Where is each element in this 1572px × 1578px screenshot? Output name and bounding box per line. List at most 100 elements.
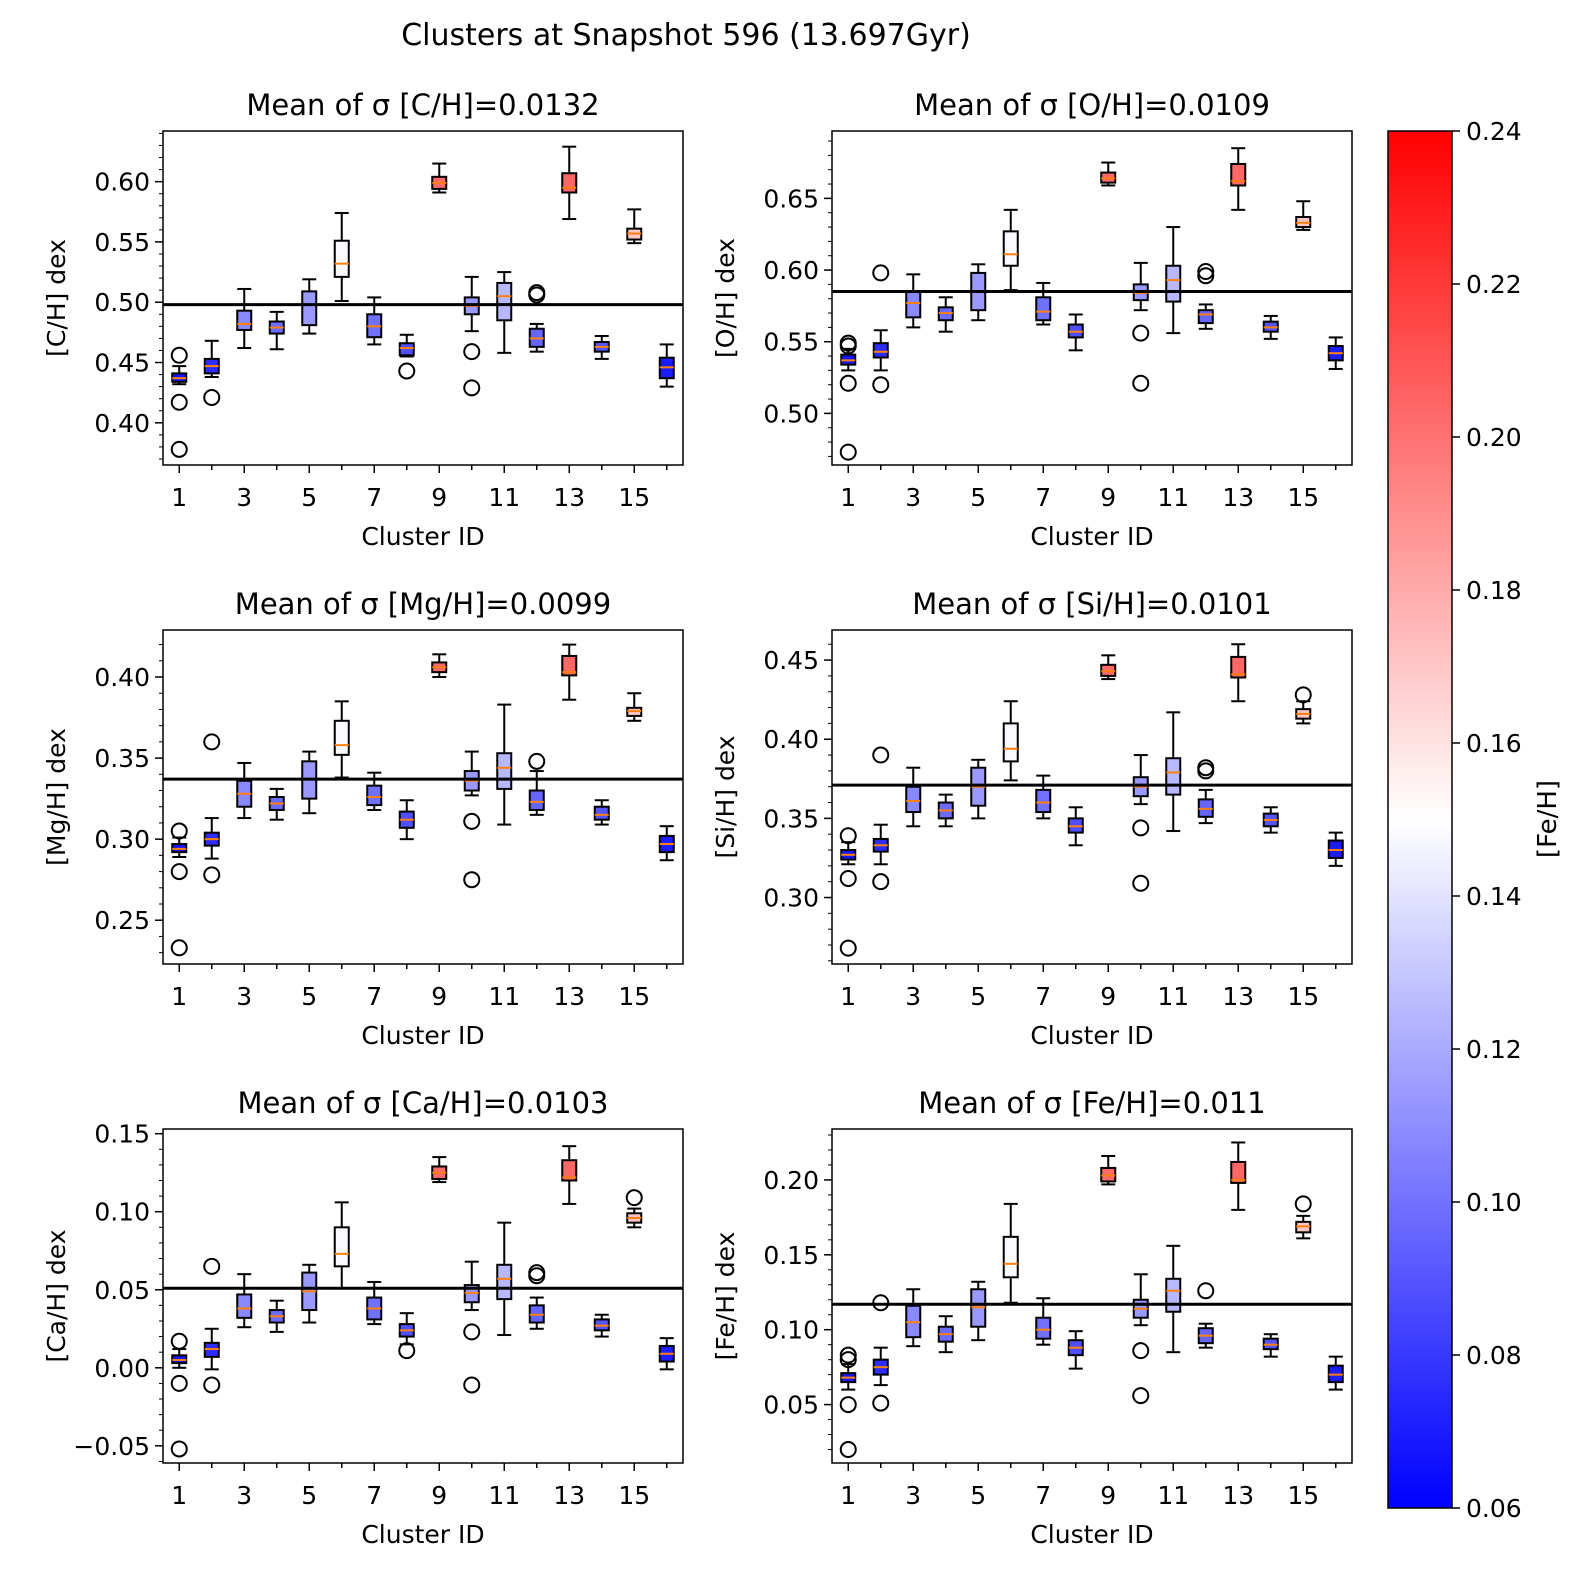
box-cluster-11	[1165, 711, 1182, 833]
box-body	[398, 342, 415, 357]
box-cluster-7	[366, 296, 383, 346]
chart-panel-5: Mean of σ [Ca/H]=0.0103 Cluster ID [Ca/H] …	[42, 1086, 684, 1549]
box-cluster-4	[937, 296, 954, 333]
box-cluster-9	[1100, 1154, 1117, 1186]
panels: Mean of σ [C/H]=0.0132 Cluster ID [C/H] de…	[42, 88, 1353, 1549]
box-cluster-6	[1002, 1202, 1019, 1304]
y-tick-label: 0.45	[94, 349, 150, 378]
box-cluster-11	[1165, 226, 1182, 335]
outlier-point	[203, 388, 221, 406]
y-tick-label: 0.45	[763, 646, 819, 675]
box-cluster-16	[1327, 831, 1344, 867]
outlier-point	[1132, 1387, 1150, 1405]
box-cluster-3	[905, 273, 922, 329]
x-tick-label: 3	[236, 982, 252, 1011]
box-cluster-6	[1002, 700, 1019, 782]
x-tick-label: 5	[970, 982, 986, 1011]
box-cluster-7	[1035, 774, 1052, 820]
x-tick-label: 9	[1100, 1481, 1116, 1510]
box-body	[236, 1293, 253, 1319]
y-tick-label: 0.15	[94, 1120, 150, 1149]
x-tick-label: 7	[366, 483, 382, 512]
box-cluster-2	[872, 746, 890, 891]
y-axis-label: [Mg/H] dex	[42, 728, 71, 866]
x-tick-label: 5	[970, 1481, 986, 1510]
outlier-point	[203, 1376, 221, 1394]
box-body	[333, 239, 350, 278]
outlier-point	[170, 1440, 188, 1458]
x-tick-label: 7	[1035, 982, 1051, 1011]
x-axis-label: Cluster ID	[1030, 522, 1153, 551]
box-body	[1002, 230, 1019, 267]
x-tick-label: 5	[301, 982, 317, 1011]
x-tick-label: 5	[301, 1481, 317, 1510]
x-tick-label: 9	[431, 483, 447, 512]
box-cluster-13	[561, 643, 578, 701]
box-cluster-3	[905, 766, 922, 828]
x-tick-label: 3	[905, 982, 921, 1011]
box-cluster-15	[1294, 686, 1312, 725]
x-axis-label: Cluster ID	[361, 1520, 484, 1549]
outlier-point	[170, 346, 188, 364]
figure-suptitle: Clusters at Snapshot 596 (13.697Gyr)	[401, 18, 971, 53]
outlier-point	[872, 376, 890, 394]
box-body	[1165, 757, 1182, 796]
outlier-point	[170, 822, 188, 840]
box-cluster-2	[203, 339, 221, 406]
colorbar-tick-label: 0.16	[1466, 729, 1522, 758]
box-cluster-12	[528, 1264, 546, 1330]
box-cluster-5	[970, 758, 987, 820]
box-cluster-5	[301, 1263, 318, 1324]
box-cluster-9	[1100, 161, 1117, 187]
box-cluster-2	[872, 1294, 890, 1412]
box-cluster-4	[937, 793, 954, 828]
box-body	[496, 752, 513, 790]
x-tick-label: 1	[840, 1481, 856, 1510]
x-axis-label: Cluster ID	[1030, 1520, 1153, 1549]
box-body	[333, 1226, 350, 1268]
outlier-point	[839, 1396, 857, 1414]
colorbar-tick-label: 0.18	[1466, 576, 1522, 605]
box-cluster-5	[970, 1280, 987, 1342]
outlier-point	[463, 871, 481, 889]
box-cluster-11	[496, 271, 513, 354]
box-cluster-8	[1067, 806, 1084, 847]
box-cluster-15	[626, 208, 643, 245]
box-cluster-16	[658, 1337, 675, 1371]
outlier-point	[528, 752, 546, 770]
box-cluster-16	[658, 343, 675, 388]
outlier-point	[872, 1394, 890, 1412]
box-body	[1165, 264, 1182, 303]
box-body	[1035, 296, 1052, 322]
box-cluster-12	[1197, 1282, 1215, 1349]
box-body	[1165, 1277, 1182, 1313]
x-tick-label: 9	[1100, 483, 1116, 512]
y-tick-label: 0.55	[94, 228, 150, 257]
x-tick-label: 7	[1035, 483, 1051, 512]
box-body	[366, 784, 383, 807]
outlier-point	[1197, 1282, 1215, 1300]
box-cluster-3	[236, 761, 253, 820]
box-cluster-1	[839, 1346, 857, 1459]
x-tick-label: 15	[1287, 982, 1319, 1011]
y-axis-label: [Fe/H] dex	[711, 1232, 740, 1361]
box-cluster-14	[1262, 806, 1279, 834]
x-tick-label: 11	[488, 1481, 520, 1510]
box-cluster-16	[658, 825, 675, 862]
x-tick-label: 9	[1100, 982, 1116, 1011]
outlier-point	[839, 374, 857, 392]
x-tick-label: 3	[236, 1481, 252, 1510]
x-tick-label: 1	[171, 982, 187, 1011]
colorbar: [Fe/H] 0.06 0.08 0.10 0.12 0.14 0.16 0.18 0.20 0…	[1387, 117, 1563, 1523]
outlier-point	[1132, 1342, 1150, 1360]
x-tick-label: 3	[905, 483, 921, 512]
box-cluster-3	[905, 1288, 922, 1348]
y-tick-label: 0.05	[94, 1276, 150, 1305]
box-cluster-9	[431, 162, 448, 194]
box-body	[905, 785, 922, 814]
x-tick-label: 11	[488, 982, 520, 1011]
outlier-point	[170, 440, 188, 458]
box-body	[301, 290, 318, 327]
x-tick-label: 9	[431, 1481, 447, 1510]
box-cluster-1	[170, 822, 188, 957]
